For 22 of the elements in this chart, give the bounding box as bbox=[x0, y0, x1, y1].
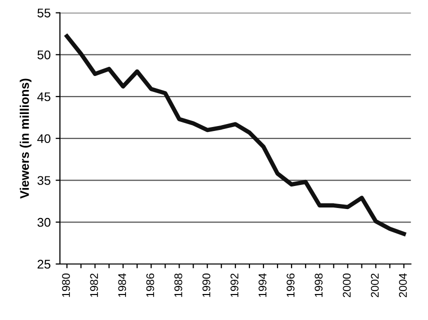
x-tick-label: 2004 bbox=[398, 273, 407, 298]
x-tick-label: 1982 bbox=[90, 274, 98, 297]
x-tick-label: 1996 bbox=[286, 274, 295, 297]
x-tick-label: 1998 bbox=[314, 274, 323, 297]
line-series bbox=[64, 34, 406, 236]
x-tick-label: 1994 bbox=[258, 273, 266, 297]
x-tick-label: 1992 bbox=[230, 274, 238, 297]
y-tick-label: 25 bbox=[38, 260, 50, 269]
y-tick-label: 30 bbox=[37, 218, 50, 227]
y-tick-label: 35 bbox=[37, 176, 50, 185]
x-tick-label: 2000 bbox=[342, 273, 351, 298]
y-tick-label: 45 bbox=[37, 92, 50, 102]
y-tick-label: 55 bbox=[37, 8, 50, 18]
x-tick-label: 1990 bbox=[202, 273, 210, 297]
y-axis-title: Viewers (in millions) bbox=[20, 78, 32, 199]
x-tick-label: 1984 bbox=[118, 273, 126, 297]
y-tick-label: 40 bbox=[37, 134, 50, 144]
x-tick-label: 1980 bbox=[62, 273, 70, 297]
x-tick-label: 1986 bbox=[146, 274, 154, 297]
y-tick-label: 50 bbox=[37, 50, 50, 60]
x-tick-label: 2002 bbox=[370, 274, 379, 298]
x-tick-label: 1988 bbox=[174, 274, 182, 297]
